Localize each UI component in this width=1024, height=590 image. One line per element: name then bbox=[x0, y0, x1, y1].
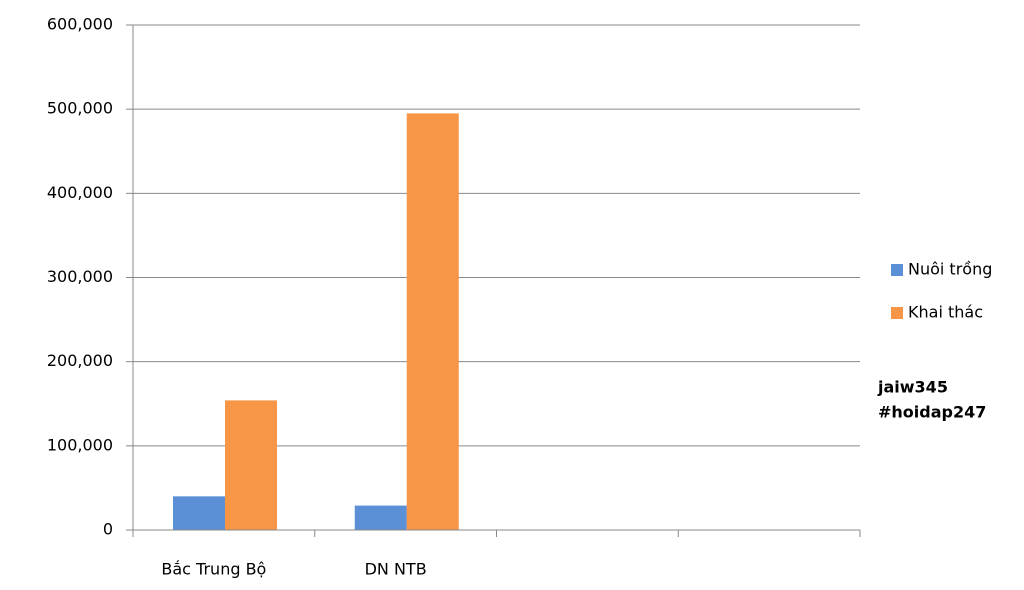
y-tick-label: 200,000 bbox=[47, 351, 113, 370]
bar bbox=[406, 113, 459, 530]
bar bbox=[354, 505, 407, 530]
annotation: jaiw345 bbox=[877, 378, 948, 397]
y-tick-label: 600,000 bbox=[47, 15, 113, 34]
y-tick-label: 0 bbox=[103, 520, 113, 539]
legend-swatch bbox=[891, 307, 903, 319]
legend-swatch bbox=[891, 264, 903, 276]
legend-label: Khai thác bbox=[908, 303, 983, 322]
y-tick-label: 300,000 bbox=[47, 267, 113, 286]
annotation: #hoidap247 bbox=[878, 403, 986, 422]
y-tick-label: 500,000 bbox=[47, 99, 113, 118]
x-tick-label: Bắc Trung Bộ bbox=[161, 560, 266, 579]
legend-label: Nuôi trồng bbox=[908, 260, 992, 279]
bar bbox=[173, 496, 225, 530]
y-tick-label: 100,000 bbox=[47, 435, 113, 454]
y-tick-label: 400,000 bbox=[47, 183, 113, 202]
bar bbox=[225, 400, 277, 530]
x-tick-label: DN NTB bbox=[365, 560, 427, 579]
